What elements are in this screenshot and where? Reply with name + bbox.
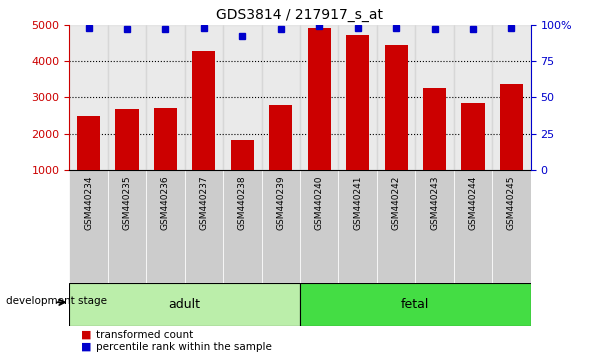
Text: GSM440243: GSM440243 <box>430 176 439 230</box>
Bar <box>308 28 330 170</box>
Text: ■: ■ <box>81 330 92 339</box>
Text: GSM440235: GSM440235 <box>122 176 131 230</box>
Bar <box>116 109 139 170</box>
Bar <box>262 170 300 283</box>
Bar <box>231 140 254 170</box>
Bar <box>415 25 453 170</box>
Text: GSM440234: GSM440234 <box>84 176 93 230</box>
Text: GSM440239: GSM440239 <box>276 176 285 230</box>
Bar <box>338 25 377 170</box>
Text: adult: adult <box>169 298 201 311</box>
Bar <box>300 25 338 170</box>
Bar <box>262 25 300 170</box>
Bar <box>69 170 108 283</box>
Text: GSM440245: GSM440245 <box>507 176 516 230</box>
Bar <box>146 170 185 283</box>
Bar <box>454 170 492 283</box>
Bar <box>377 170 415 283</box>
Bar <box>69 283 300 326</box>
Bar <box>492 25 531 170</box>
Title: GDS3814 / 217917_s_at: GDS3814 / 217917_s_at <box>216 8 384 22</box>
Bar <box>108 25 146 170</box>
Text: GSM440244: GSM440244 <box>469 176 478 230</box>
Bar <box>338 170 377 283</box>
Text: GSM440238: GSM440238 <box>238 176 247 230</box>
Text: fetal: fetal <box>401 298 429 311</box>
Bar <box>454 25 492 170</box>
Bar <box>77 116 100 170</box>
Bar <box>185 25 223 170</box>
Bar <box>154 108 177 170</box>
Bar <box>192 51 215 170</box>
Bar <box>500 84 523 170</box>
Text: development stage: development stage <box>6 296 107 306</box>
Bar <box>223 25 262 170</box>
Bar <box>185 170 223 283</box>
Bar <box>108 170 146 283</box>
Text: GSM440236: GSM440236 <box>161 176 170 230</box>
Bar <box>346 35 369 170</box>
Bar <box>223 170 262 283</box>
Bar <box>423 87 446 170</box>
Text: GSM440241: GSM440241 <box>353 176 362 230</box>
Text: GSM440242: GSM440242 <box>391 176 400 230</box>
Text: percentile rank within the sample: percentile rank within the sample <box>96 342 273 352</box>
Text: transformed count: transformed count <box>96 330 194 339</box>
Bar <box>377 25 415 170</box>
Bar <box>69 25 108 170</box>
Bar <box>415 170 453 283</box>
Bar <box>385 45 408 170</box>
Text: ■: ■ <box>81 342 92 352</box>
Bar <box>461 103 485 170</box>
Bar <box>146 25 185 170</box>
Bar <box>300 170 338 283</box>
Text: GSM440240: GSM440240 <box>315 176 324 230</box>
Bar <box>492 170 531 283</box>
Bar <box>269 105 292 170</box>
Bar <box>300 283 531 326</box>
Text: GSM440237: GSM440237 <box>200 176 209 230</box>
